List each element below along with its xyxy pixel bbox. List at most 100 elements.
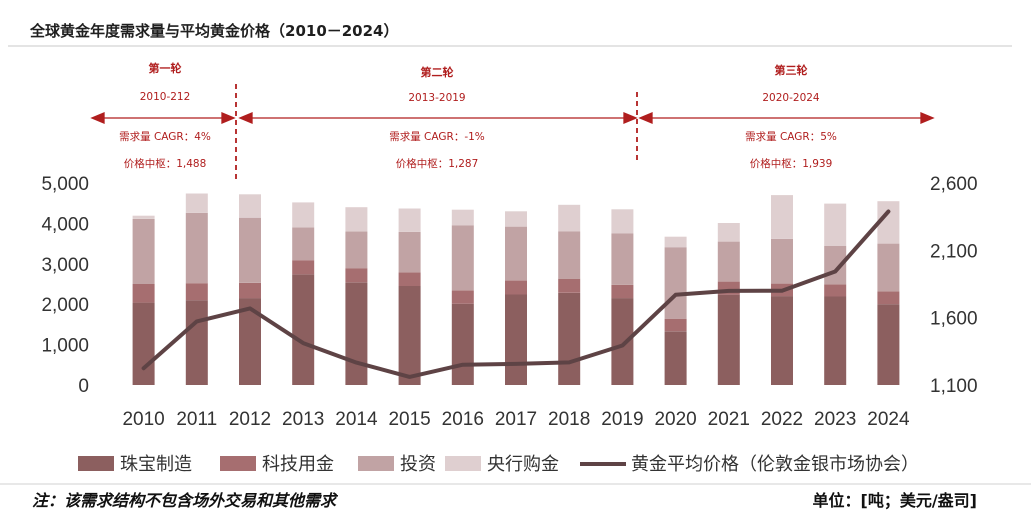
y-right-tick: 1,100 (930, 376, 978, 397)
x-tick-2016: 2016 (442, 409, 484, 430)
bar-2018-jewelry (558, 292, 581, 385)
phase-1-name: 第一轮 (149, 61, 182, 75)
x-tick-2018: 2018 (548, 409, 590, 430)
bar-2014-central (345, 207, 368, 232)
y-right-tick: 2,100 (930, 241, 978, 262)
phase-3-range: 2020-2024 (762, 92, 820, 104)
phase-arrowhead-2-right (623, 112, 638, 124)
bar-2013-invest (292, 227, 315, 261)
bar-2012-tech (239, 282, 261, 299)
bar-2014-tech (345, 268, 368, 283)
phase-2-range: 2013-2019 (408, 92, 465, 104)
bar-2024-central (877, 201, 900, 244)
bar-2014-jewelry (345, 282, 368, 385)
bar-2015-jewelry (398, 286, 421, 385)
legend-label-4: 黄金平均价格（伦敦金银市场协会） (631, 454, 919, 475)
phase-3-cagr: 需求量 CAGR：5% (745, 131, 837, 143)
bar-2013-jewelry (292, 274, 315, 385)
y-left-tick: 0 (78, 376, 89, 397)
y-axis-left: 0 1,000 2,000 3,000 4,000 5,000 (41, 174, 89, 397)
bar-2023-jewelry (824, 296, 847, 385)
x-tick-2023: 2023 (814, 409, 856, 430)
y-axis-right: 1,100 1,600 2,100 2,600 (930, 174, 978, 397)
bar-2010-tech (132, 284, 155, 303)
phase-arrowhead-1-right (221, 112, 236, 124)
phase-arrows (90, 112, 935, 124)
bar-2021-invest (717, 241, 740, 282)
phase-3-center: 价格中枢：1,939 (750, 157, 833, 170)
bar-2015-central (398, 208, 421, 232)
x-tick-2020: 2020 (654, 409, 696, 430)
legend-swatch-2 (358, 456, 394, 471)
bar-2012-central (239, 194, 261, 218)
x-tick-2012: 2012 (229, 409, 271, 430)
x-tick-2021: 2021 (708, 409, 750, 430)
x-tick-2015: 2015 (388, 409, 430, 430)
bar-2020-tech (664, 318, 687, 332)
bar-2018-invest (558, 231, 581, 279)
bar-2018-central (558, 204, 581, 232)
x-tick-2022: 2022 (761, 409, 803, 430)
phase-arrowhead-2-left (238, 112, 253, 124)
legend-label-0: 珠宝制造 (120, 454, 192, 475)
y-left-tick: 3,000 (41, 255, 89, 276)
bar-2024-invest (877, 243, 900, 292)
phase-1-cagr: 需求量 CAGR：4% (119, 131, 211, 143)
bar-2020-central (664, 236, 687, 248)
phase-arrowhead-1-left (90, 112, 105, 124)
phase-2-center: 价格中枢：1,287 (396, 157, 479, 170)
legend: 珠宝制造 科技用金 投资 央行购金 黄金平均价格（伦敦金银市场协会） (78, 454, 919, 475)
x-tick-2011: 2011 (176, 409, 217, 430)
y-left-tick: 4,000 (41, 214, 89, 235)
footnote: 注：该需求结构不包含场外交易和其他需求 (32, 491, 339, 510)
price-line-series (141, 209, 891, 379)
y-right-tick: 2,600 (930, 174, 978, 195)
x-tick-2013: 2013 (282, 409, 324, 430)
bar-2020-invest (664, 247, 687, 319)
bar-2017-invest (505, 226, 527, 281)
bar-2022-jewelry (771, 296, 793, 385)
chart-title: 全球黄金年度需求量与平均黄金价格（2010－2024） (29, 22, 399, 40)
bar-2016-tech (451, 290, 474, 304)
bar-2019-invest (611, 233, 634, 285)
unit-label: 单位：[吨；美元/盎司] (813, 491, 977, 510)
bar-2023-tech (824, 284, 847, 297)
bar-2019-tech (611, 284, 634, 299)
legend-swatch-0 (78, 456, 114, 471)
bar-2015-tech (398, 272, 421, 286)
x-tick-2017: 2017 (495, 409, 537, 430)
phase-arrowhead-3-right (920, 112, 935, 124)
bar-2017-jewelry (505, 294, 527, 385)
bar-2010-jewelry (132, 302, 155, 385)
bar-2010-invest (132, 219, 155, 284)
bar-2021-central (717, 223, 740, 242)
bar-2013-central (292, 202, 315, 228)
bar-2020-jewelry (664, 331, 687, 385)
x-tick-2014: 2014 (335, 409, 378, 430)
legend-swatch-3 (445, 456, 481, 471)
bar-2017-tech (505, 280, 527, 295)
bar-2015-invest (398, 231, 421, 273)
bar-2011-tech (185, 283, 208, 301)
x-tick-2024: 2024 (867, 409, 910, 430)
bar-series (132, 193, 900, 385)
bar-2012-jewelry (239, 298, 261, 385)
bar-2014-invest (345, 231, 368, 269)
x-tick-2019: 2019 (601, 409, 643, 430)
x-axis: 2010 2011 2012 2013 2014 2015 2016 2017 2018 2019… (122, 409, 910, 430)
y-right-tick: 1,600 (930, 309, 978, 330)
legend-label-2: 投资 (400, 454, 436, 475)
bar-2011-jewelry (185, 300, 208, 385)
phase-annotations: 第一轮 2010-212 需求量 CAGR：4% 价格中枢：1,488 第二轮 … (90, 61, 935, 182)
bar-2016-invest (451, 225, 474, 291)
phase-2-name: 第二轮 (421, 65, 454, 79)
bar-2022-central (771, 195, 793, 239)
bar-2011-central (185, 193, 208, 213)
bar-2017-central (505, 211, 527, 227)
phase-arrowhead-3-left (638, 112, 653, 124)
bar-2019-jewelry (611, 298, 634, 385)
bar-2019-central (611, 209, 634, 234)
legend-label-1: 科技用金 (262, 454, 334, 475)
bar-2021-jewelry (717, 294, 740, 385)
bar-2023-central (824, 203, 847, 246)
